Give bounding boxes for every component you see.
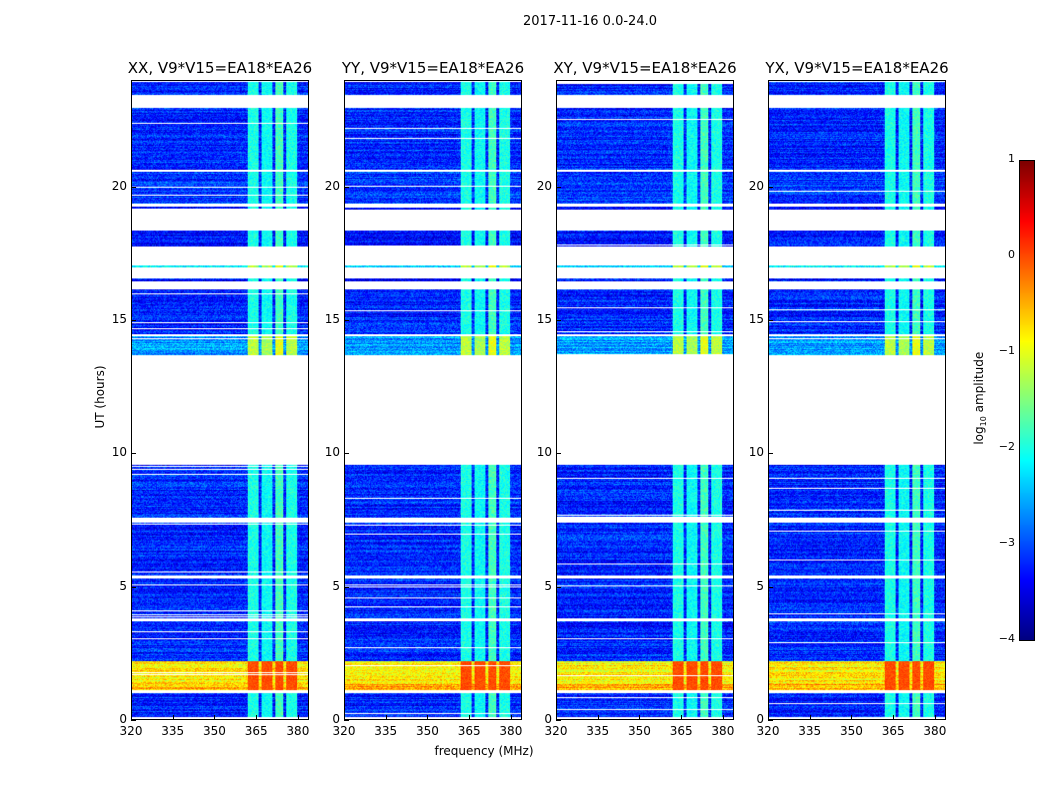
y-tick-mark <box>131 320 136 321</box>
y-tick-mark <box>768 453 773 455</box>
x-tick-label: 335 <box>161 724 185 738</box>
panel-title: XX, V9*V15=EA18*EA26 <box>127 59 313 77</box>
x-tick-label: 335 <box>586 724 610 738</box>
panel-title: YY, V9*V15=EA18*EA26 <box>341 59 525 77</box>
x-tick-label: 350 <box>627 724 651 738</box>
colorbar <box>1019 160 1035 641</box>
x-tick-label: 350 <box>415 724 439 738</box>
x-tick-mark <box>934 715 936 720</box>
y-tick-mark <box>556 453 561 455</box>
y-tick-label: 20 <box>111 178 127 193</box>
y-tick-mark <box>556 586 561 588</box>
heatmap-panel <box>344 80 522 720</box>
x-axis-label: frequency (MHz) <box>434 744 534 758</box>
y-tick-mark <box>556 320 561 321</box>
panel-title: XY, V9*V15=EA18*EA26 <box>553 59 737 77</box>
x-tick-mark <box>809 715 811 720</box>
x-tick-label: 320 <box>756 724 780 738</box>
y-tick-mark <box>344 186 349 188</box>
x-tick-mark <box>256 715 258 720</box>
x-tick-label: 380 <box>286 724 310 738</box>
colorbar-tick-label: 0 <box>1008 248 1015 261</box>
x-tick-mark <box>639 715 641 720</box>
y-tick-label: 20 <box>324 178 340 193</box>
x-tick-mark <box>297 715 299 720</box>
y-tick-label: 15 <box>324 312 340 326</box>
x-tick-label: 320 <box>544 724 568 738</box>
y-tick-label: 5 <box>332 578 340 593</box>
x-tick-mark <box>681 715 683 720</box>
x-tick-mark <box>556 715 557 720</box>
colorbar-tick-label: −1 <box>998 344 1015 357</box>
x-tick-label: 320 <box>119 724 143 738</box>
heatmap-panel <box>556 80 734 720</box>
colorbar-label: log10 amplitude <box>971 351 989 445</box>
colorbar-tick-label: −4 <box>998 632 1015 645</box>
x-tick-label: 365 <box>669 724 693 738</box>
y-tick-label: 0 <box>332 712 340 726</box>
y-tick-mark <box>768 186 773 188</box>
x-tick-label: 380 <box>711 724 735 738</box>
x-tick-label: 365 <box>244 724 268 738</box>
figure-title: 2017-11-16 0.0-24.0 <box>523 14 657 29</box>
x-tick-mark <box>214 715 216 720</box>
x-tick-mark <box>344 715 345 720</box>
y-tick-mark <box>556 186 561 188</box>
y-tick-mark <box>131 720 136 721</box>
y-tick-label: 10 <box>748 445 764 460</box>
x-tick-mark <box>469 715 471 720</box>
y-tick-label: 20 <box>536 178 552 193</box>
colorbar-tick-label: −3 <box>998 536 1015 549</box>
panel-title: YX, V9*V15=EA18*EA26 <box>765 59 949 77</box>
y-tick-label: 5 <box>756 578 764 593</box>
x-tick-label: 380 <box>923 724 947 738</box>
y-tick-label: 20 <box>748 178 764 193</box>
x-tick-mark <box>893 715 895 720</box>
y-tick-label: 10 <box>536 445 552 460</box>
y-tick-mark <box>344 453 349 455</box>
y-tick-mark <box>131 586 136 588</box>
x-tick-mark <box>851 715 853 720</box>
y-tick-mark <box>344 720 349 721</box>
x-tick-mark <box>172 715 174 720</box>
x-tick-mark <box>385 715 387 720</box>
x-tick-mark <box>131 715 132 720</box>
x-tick-label: 380 <box>499 724 523 738</box>
y-tick-mark <box>344 320 349 321</box>
y-tick-label: 5 <box>119 578 127 593</box>
colorbar-tick-label: −2 <box>998 440 1015 453</box>
x-tick-mark <box>722 715 724 720</box>
x-tick-mark <box>768 715 769 720</box>
y-tick-mark <box>768 586 773 588</box>
heatmap-panel <box>131 80 309 720</box>
x-tick-label: 335 <box>374 724 398 738</box>
y-tick-label: 10 <box>111 445 127 460</box>
x-tick-mark <box>427 715 429 720</box>
y-tick-mark <box>131 186 136 188</box>
y-tick-label: 0 <box>119 712 127 726</box>
y-tick-label: 0 <box>756 712 764 726</box>
y-tick-mark <box>131 453 136 455</box>
y-tick-label: 15 <box>748 312 764 326</box>
x-tick-mark <box>597 715 599 720</box>
x-tick-label: 365 <box>881 724 905 738</box>
y-tick-label: 0 <box>544 712 552 726</box>
x-tick-label: 365 <box>457 724 481 738</box>
y-tick-label: 15 <box>111 312 127 326</box>
colorbar-tick-label: 1 <box>1008 152 1015 165</box>
x-tick-label: 350 <box>202 724 226 738</box>
y-tick-mark <box>768 720 773 721</box>
y-axis-label: UT (hours) <box>93 365 107 429</box>
y-tick-label: 15 <box>536 312 552 326</box>
x-tick-mark <box>510 715 512 720</box>
x-tick-label: 320 <box>332 724 356 738</box>
heatmap-panel <box>768 80 946 720</box>
x-tick-label: 350 <box>839 724 863 738</box>
y-tick-mark <box>556 720 561 721</box>
y-tick-label: 10 <box>324 445 340 460</box>
y-tick-mark <box>344 586 349 588</box>
y-tick-mark <box>768 320 773 321</box>
x-tick-label: 335 <box>798 724 822 738</box>
y-tick-label: 5 <box>544 578 552 593</box>
